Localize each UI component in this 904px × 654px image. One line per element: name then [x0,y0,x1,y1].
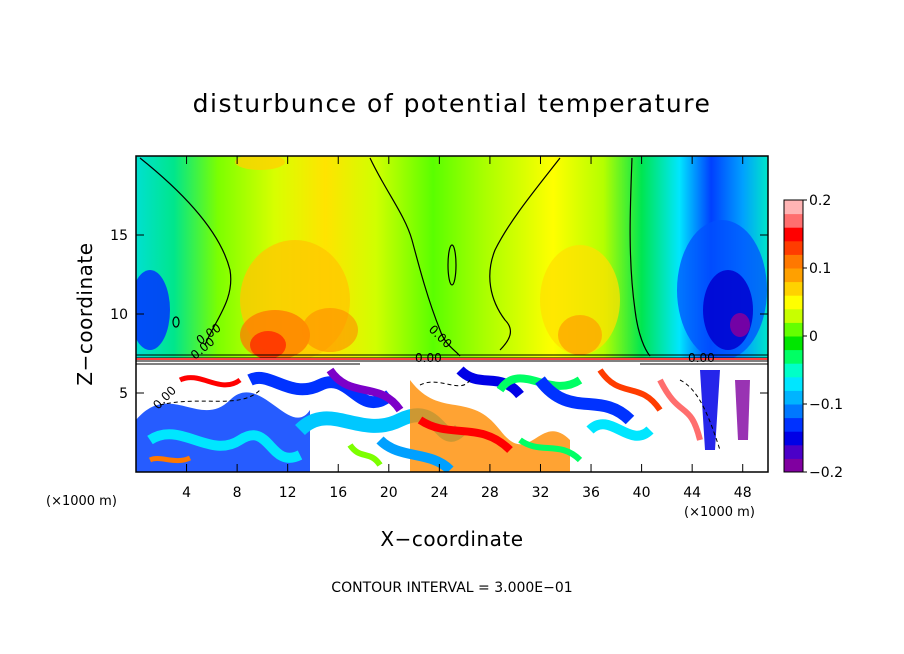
y-axis-ticks: 5 10 15 [110,228,768,402]
zero-contours [139,157,651,357]
contour-interval-note: CONTOUR INTERVAL = 3.000E−01 [331,580,572,596]
y-tick-label: 15 [110,228,128,244]
colorbar-cell [784,281,803,296]
colorbar-cell [784,322,803,337]
y-tick-label: 10 [110,307,128,323]
x-tick-label: 44 [683,485,701,501]
colorbar-cell [784,431,803,446]
chart-title: disturbunce of potential temperature [193,89,712,118]
colorbar-cell [784,308,803,323]
colorbar-ticks: 0.2 0.1 0 −0.1 −0.2 [803,193,843,481]
x-tick-label: 20 [380,485,398,501]
colorbar-tick-label: −0.2 [809,465,843,481]
cool-core [703,270,753,350]
colorbar-cell [784,213,803,228]
x-tick-label: 8 [233,485,242,501]
x-unit-right: (×1000 m) [684,505,755,520]
colorbar-cell [784,295,803,310]
x-tick-label: 32 [532,485,550,501]
contour-label: 0.00 [688,351,715,365]
colorbar-cells [784,200,803,473]
x-tick-label: 36 [582,485,600,501]
contour-label: 0.00 [415,351,442,365]
x-tick-label: 16 [329,485,347,501]
colorbar-cell [784,240,803,255]
colorbar-tick-label: 0.1 [809,261,831,277]
x-tick-label: 28 [481,485,499,501]
colorbar-cell [784,227,803,242]
x-tick-label: 40 [633,485,651,501]
turbulent-blobs [136,366,750,472]
colorbar-cell [784,417,803,432]
upper-field [136,156,768,360]
colorbar-cell [784,268,803,283]
colorbar-cell [784,444,803,459]
warm-core [558,315,602,355]
plot-area [136,156,768,472]
colorbar-cell [784,200,803,215]
colorbar-cell [784,336,803,351]
x-tick-label: 48 [734,485,752,501]
colorbar-cell [784,404,803,419]
x-tick-label: 24 [430,485,448,501]
colorbar-cell [784,254,803,269]
colorbar-cell [784,376,803,391]
colorbar-cell [784,363,803,378]
colorbar-cell [784,458,803,473]
warm-core [250,331,286,359]
x-tick-label: 4 [182,485,191,501]
y-axis-label: Z−coordinate [73,242,97,385]
negative-contours [159,379,721,451]
warm-core [235,156,285,170]
colorbar-tick-label: −0.1 [809,397,843,413]
colorbar-tick-label: 0 [809,329,818,345]
cool-core [136,270,170,350]
colorbar-tick-label: 0.2 [809,193,831,209]
cool-core [730,313,750,337]
warm-core [302,308,358,352]
x-tick-label: 12 [279,485,297,501]
colorbar-cell [784,349,803,364]
x-unit-left: (×1000 m) [46,494,117,509]
x-axis-label: X−coordinate [380,527,523,551]
x-axis-ticks: 4 8 12 16 20 24 28 32 36 40 44 48 [182,156,752,501]
y-tick-label: 5 [119,386,128,402]
colorbar-cell [784,390,803,405]
colorbar: 0.2 0.1 0 −0.1 −0.2 [783,193,843,481]
